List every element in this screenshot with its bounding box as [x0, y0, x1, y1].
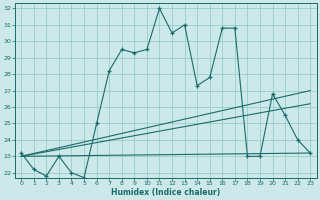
X-axis label: Humidex (Indice chaleur): Humidex (Indice chaleur) [111, 188, 220, 197]
